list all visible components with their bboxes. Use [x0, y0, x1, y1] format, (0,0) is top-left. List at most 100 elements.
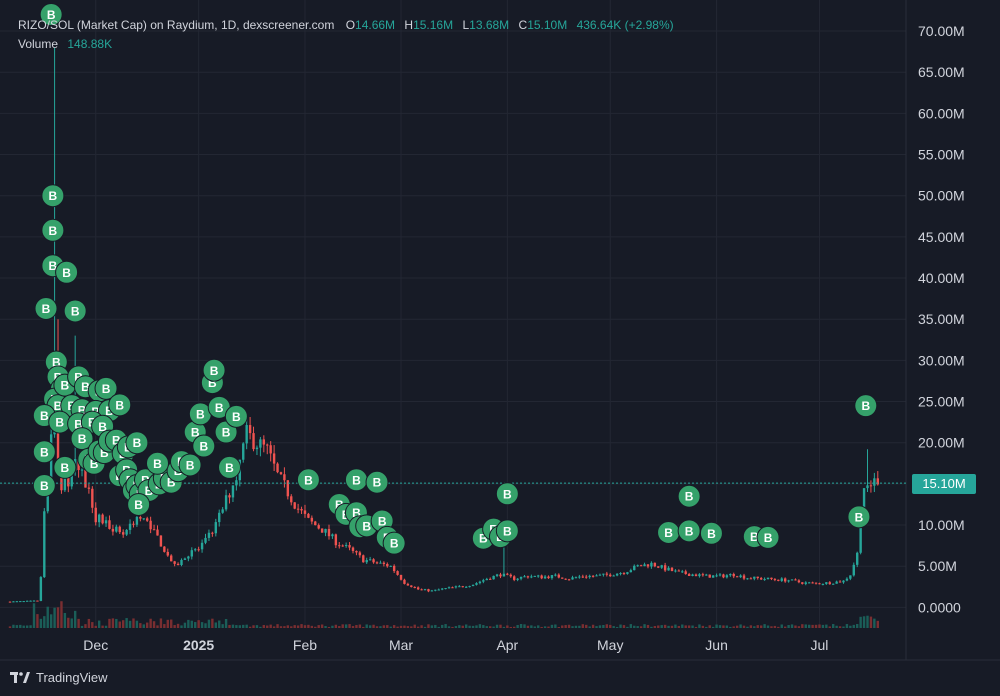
candle-body: [166, 551, 169, 556]
volume-bar: [53, 607, 56, 628]
volume-bar: [111, 618, 115, 628]
volume-bar: [386, 625, 389, 628]
candle-body: [735, 576, 739, 578]
volume-bar: [406, 626, 410, 628]
candle-body: [362, 555, 365, 563]
buy-marker-label: B: [102, 382, 111, 396]
volume-bar: [351, 626, 355, 628]
buy-marker: B: [39, 3, 63, 27]
volume-bar: [355, 625, 358, 628]
volume-bar: [794, 625, 797, 628]
volume-bar: [856, 623, 859, 628]
candle-body: [331, 534, 334, 537]
buy-marker-label: B: [49, 189, 58, 203]
candle-body: [622, 573, 626, 575]
candle-body: [262, 439, 266, 445]
volume-bar: [56, 607, 60, 628]
volume-bar: [711, 626, 715, 628]
volume-bar: [176, 623, 180, 628]
candle-body: [324, 528, 327, 533]
candle-body: [499, 574, 502, 577]
candle-body: [619, 573, 622, 575]
volume-bar: [780, 624, 783, 628]
volume-bar: [698, 624, 701, 628]
buy-marker-label: B: [225, 461, 234, 475]
buy-marker-label: B: [373, 476, 382, 490]
buy-marker-label: B: [664, 526, 673, 540]
volume-bar: [410, 626, 413, 628]
candle-body: [296, 508, 300, 510]
volume-bar: [163, 624, 166, 628]
volume-bar: [190, 620, 193, 628]
candle-body: [242, 443, 245, 460]
volume-bar: [694, 626, 698, 628]
volume-bar: [458, 625, 461, 628]
volume-bar: [146, 622, 149, 628]
volume-bar: [581, 624, 585, 628]
candle-body: [104, 520, 108, 524]
volume-bar: [509, 626, 512, 628]
close-value: 15.10M: [527, 18, 568, 32]
volume-bar: [43, 616, 46, 628]
candle-body: [674, 570, 677, 572]
volume-bar: [602, 624, 605, 628]
candle-body: [523, 576, 526, 578]
candle-body: [509, 574, 512, 577]
buy-marker-circle: [108, 393, 132, 417]
volume-bar: [753, 626, 756, 628]
volume-bar: [471, 625, 475, 628]
buy-marker: B: [63, 299, 87, 323]
volume-bar: [663, 624, 667, 628]
candle-body: [386, 563, 389, 567]
candle-body: [681, 571, 684, 573]
tradingview-brand-label: TradingView: [36, 670, 108, 685]
volume-bar: [849, 625, 852, 628]
candle-body: [705, 574, 708, 576]
volume-bar: [159, 618, 163, 628]
volume-bar: [715, 624, 718, 628]
volume-bar: [499, 624, 502, 628]
candle-body: [543, 576, 547, 579]
candle-body: [423, 589, 427, 591]
volume-bar: [183, 622, 187, 628]
candle-body: [375, 562, 379, 564]
low-label: L: [462, 18, 470, 32]
candle-body: [218, 512, 221, 523]
candle-body: [290, 496, 293, 503]
buy-marker-circle: [70, 427, 94, 451]
volume-bar: [142, 624, 145, 628]
volume-bar: [372, 624, 375, 628]
candle-body: [108, 520, 111, 529]
candle-body: [732, 573, 735, 577]
x-axis: Dec 2025 Feb Mar Apr May Jun Jul: [83, 637, 828, 653]
volume-bar: [152, 621, 156, 628]
buy-marker-label: B: [54, 399, 63, 413]
candle-body: [557, 574, 560, 578]
y-tick-label: 25.00M: [918, 394, 965, 410]
candle-body: [646, 564, 650, 567]
volume-bar: [338, 626, 341, 628]
volume-bar: [564, 625, 567, 628]
candle-body: [149, 520, 152, 530]
buy-marker-label: B: [304, 473, 313, 487]
current-price-tag: 15.10M: [912, 474, 976, 494]
volume-bar: [653, 626, 657, 628]
candle-body: [440, 588, 444, 590]
volume-bar: [437, 626, 440, 628]
candle-body: [389, 565, 392, 567]
tradingview-logo-icon: [10, 671, 30, 683]
volume-bar: [382, 625, 386, 628]
volume-bar: [368, 625, 372, 628]
candle-body: [327, 528, 331, 537]
candle-body: [828, 582, 831, 585]
volume-bar: [375, 626, 379, 628]
x-tick-label: Jul: [811, 637, 829, 653]
x-tick-label: Apr: [496, 637, 518, 653]
candle-body: [444, 588, 447, 590]
candle-body: [300, 508, 303, 511]
volume-bar: [739, 624, 742, 628]
buy-marker-label: B: [47, 8, 56, 22]
volume-bar: [530, 625, 533, 628]
tradingview-branding[interactable]: TradingView: [10, 670, 108, 685]
